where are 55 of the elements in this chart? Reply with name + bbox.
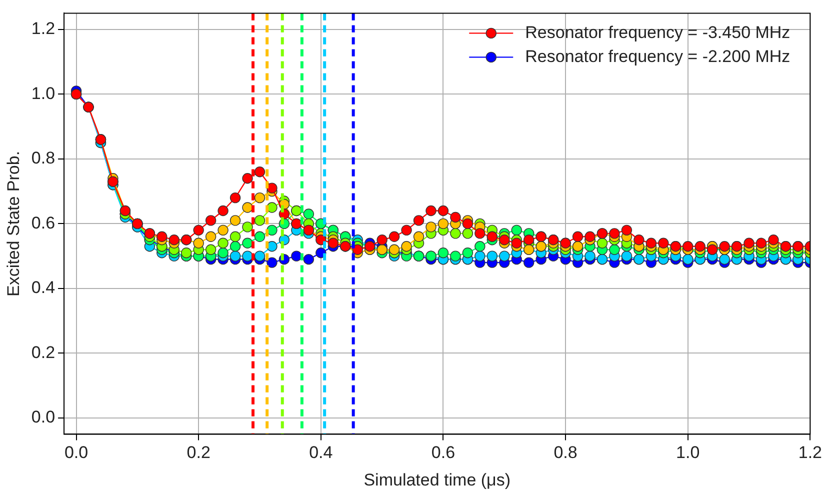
y-tick-label: 0.4 — [31, 278, 56, 298]
point — [450, 228, 461, 239]
point — [266, 202, 278, 213]
x-tick-label: 0.6 — [431, 443, 456, 462]
point — [474, 241, 486, 252]
point — [181, 247, 192, 258]
point — [230, 250, 241, 262]
y-tick-label: 0.2 — [31, 342, 56, 362]
point — [511, 224, 522, 236]
point — [486, 250, 498, 262]
y-tick-label: 1.0 — [31, 84, 56, 103]
x-axis-title: Simulated time (μs) — [364, 470, 510, 490]
x-tick-label: 0.2 — [186, 443, 210, 462]
point — [291, 250, 302, 262]
point — [303, 208, 314, 220]
y-tick-label: 0.8 — [31, 148, 56, 168]
legend-label: Resonator frequency = -2.200 MHz — [525, 46, 790, 66]
point — [303, 254, 314, 265]
point — [438, 247, 449, 258]
point — [584, 250, 596, 262]
point — [254, 215, 266, 226]
point — [462, 247, 474, 258]
x-tick-label: 0.4 — [309, 443, 333, 462]
point — [254, 231, 266, 242]
y-axis-title: Excited State Prob. — [4, 150, 23, 296]
point — [205, 244, 216, 255]
point — [609, 244, 620, 255]
point — [230, 241, 241, 252]
point — [474, 250, 486, 262]
x-tick-label: 1.2 — [798, 443, 822, 462]
point — [242, 250, 253, 262]
point — [499, 250, 510, 262]
point — [719, 254, 730, 265]
x-tick-label: 0.0 — [64, 443, 88, 462]
y-tick-label: 0.6 — [31, 213, 56, 232]
point — [596, 238, 608, 248]
x-tick-label: 1.0 — [676, 443, 700, 462]
legend-label: Resonator frequency = -3.450 MHz — [525, 22, 790, 42]
y-tick-label: 0.0 — [31, 408, 56, 427]
point — [621, 250, 632, 262]
point — [266, 241, 278, 252]
point — [242, 222, 253, 232]
point — [230, 231, 241, 242]
x-tick-label: 0.8 — [554, 443, 578, 462]
point — [682, 254, 694, 265]
point — [266, 224, 278, 236]
point — [450, 250, 461, 262]
point — [254, 250, 266, 262]
point — [242, 238, 253, 248]
point — [266, 257, 278, 268]
point — [218, 247, 228, 258]
point — [218, 238, 228, 248]
point — [524, 257, 534, 268]
y-tick-label: 1.2 — [31, 19, 56, 38]
point — [462, 228, 474, 239]
